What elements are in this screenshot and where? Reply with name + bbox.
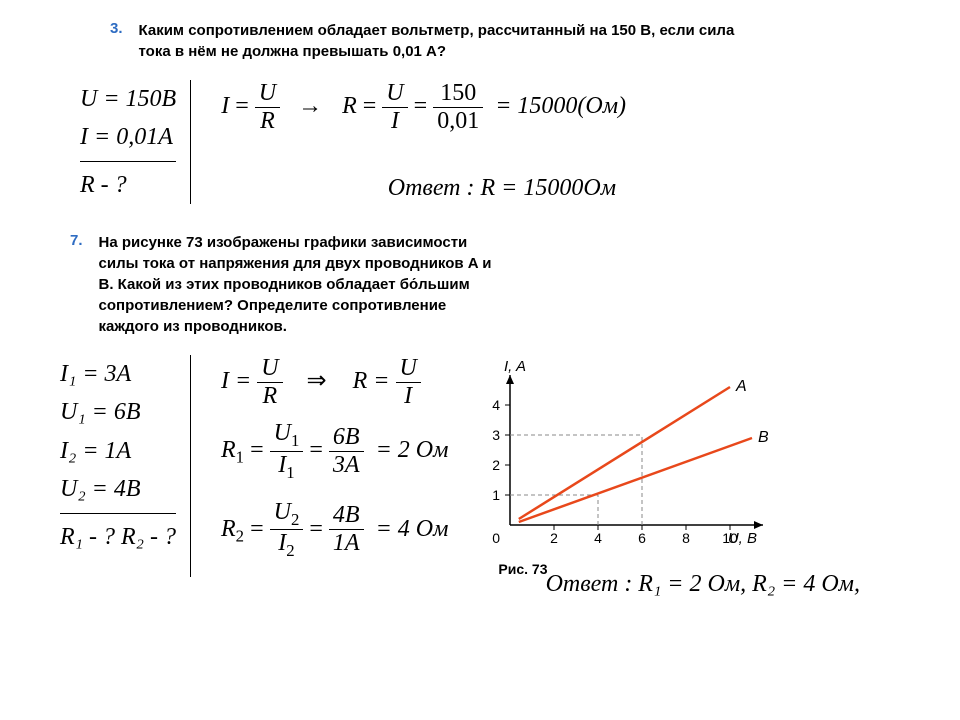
problem-7-solution: I = UR ⇒ R = UI R1 = U1 I1 = 6B3A = 2 Ом [191,355,448,577]
svg-text:3: 3 [493,427,501,443]
given-line: U₁ = 6B [60,393,176,431]
formula-line: R1 = U1 I1 = 6B3A = 2 Ом [221,420,448,483]
svg-text:4: 4 [595,530,603,546]
given-line: I₂ = 1A [60,432,176,470]
svg-text:U, B: U, B [728,530,757,547]
svg-text:8: 8 [683,530,691,546]
problem-7-given: I₁ = 3A U₁ = 6B I₂ = 1A U₂ = 4B R₁ - ? R… [60,355,191,577]
svg-text:2: 2 [551,530,559,546]
formula-line: I = UR → R = UI = 1500,01 = 15000(Ом) [221,80,626,135]
problem-7-work: I₁ = 3A U₁ = 6B I₂ = 1A U₂ = 4B R₁ - ? R… [40,355,920,577]
svg-text:I, A: I, A [504,358,526,375]
given-line: R - ? [80,161,176,204]
svg-text:6: 6 [639,530,647,546]
svg-text:4: 4 [493,397,501,413]
problem-3-number: 3. [110,20,123,37]
given-line: R₁ - ? R₂ - ? [60,513,176,556]
given-line: U = 150В [80,80,176,118]
given-line: U₂ = 4B [60,470,176,508]
svg-text:1: 1 [493,487,501,503]
problem-7-header: 7. На рисунке 73 изображены графики зави… [40,232,920,337]
problem-3-solution: I = UR → R = UI = 1500,01 = 15000(Ом) От… [191,80,626,212]
svg-text:B: B [758,429,768,446]
given-line: I = 0,01A [80,118,176,156]
problem-3-text: Каким сопротивлением обладает вольтметр,… [139,20,769,62]
graph-svg: 24681012340I, AU, BAB [468,355,768,555]
problem-3-given: U = 150В I = 0,01A R - ? [80,80,191,204]
svg-text:A: A [735,378,747,395]
formula-line: I = UR ⇒ R = UI [221,355,448,410]
svg-text:2: 2 [493,457,501,473]
problem-3-work: U = 150В I = 0,01A R - ? I = UR → R = UI… [40,80,920,212]
answer-line: Ответ : R = 15000Ом [221,175,626,202]
problem-7-text: На рисунке 73 изображены графики зависим… [99,232,499,337]
formula-line: R2 = U2 I2 = 4B1A = 4 Ом [221,499,448,562]
given-line: I₁ = 3A [60,355,176,393]
problem-7-number: 7. [70,232,83,249]
problem-7-graph: 24681012340I, AU, BAB Рис. 73 [468,355,768,577]
problem-3-header: 3. Каким сопротивлением обладает вольтме… [40,20,920,62]
svg-text:0: 0 [493,530,501,546]
